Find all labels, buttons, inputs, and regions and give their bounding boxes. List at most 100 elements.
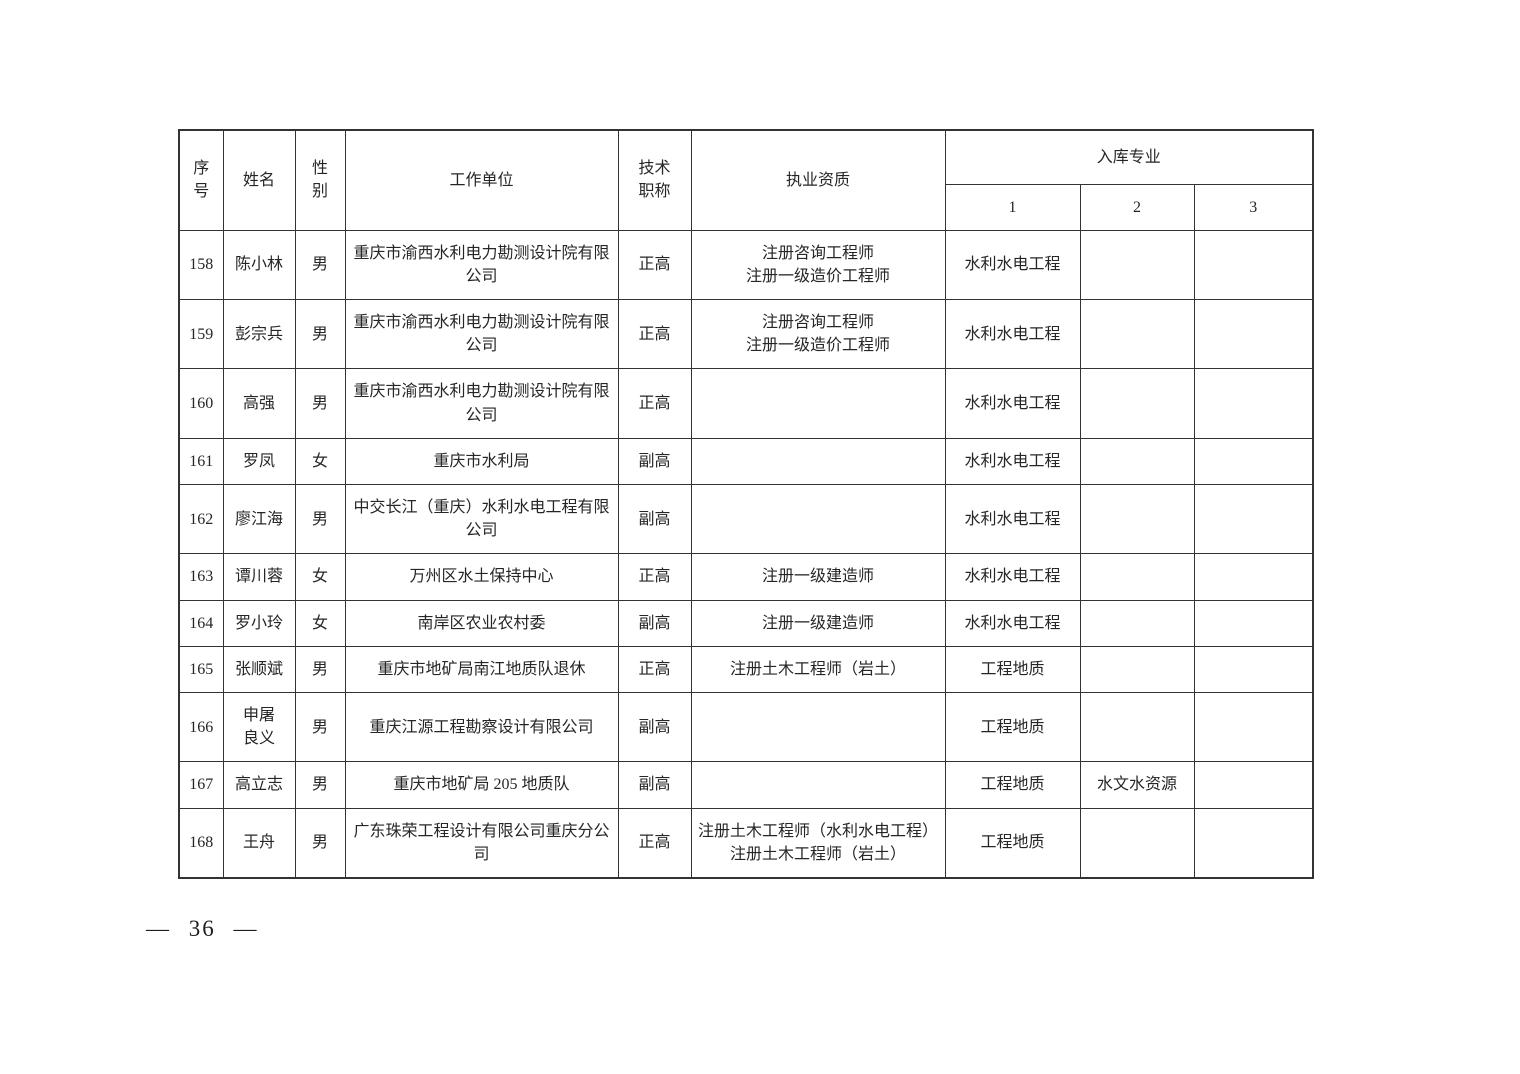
work-unit-cell: 重庆市水利局 (344, 437, 619, 486)
serial-cell: 168 (178, 807, 224, 879)
name-cell: 廖江海 (222, 483, 296, 555)
table-row: 164 罗小玲 女 南岸区农业农村委 副高 注册一级建造师 水利水电工程 (178, 599, 1314, 647)
serial-cell: 158 (178, 229, 224, 301)
specialty-3-cell (1193, 691, 1314, 763)
qualification-cell (690, 691, 946, 763)
specialty-1-cell: 水利水电工程 (944, 599, 1081, 647)
qualification-cell (690, 483, 946, 555)
title-cell: 正高 (617, 229, 692, 301)
expert-roster-table: 序 号 姓名 性 别 工作单位 技术 职称 执业资质 入库专业 1 2 3 15… (178, 129, 1315, 879)
title-cell: 副高 (617, 761, 692, 809)
gender-cell: 男 (294, 229, 346, 301)
qualification-cell: 注册土木工程师（水利水电工程） 注册土木工程师（岩土） (690, 807, 946, 879)
table-row: 168 王舟 男 广东珠荣工程设计有限公司重庆分公司 正高 注册土木工程师（水利… (178, 807, 1314, 879)
title-cell: 副高 (617, 599, 692, 647)
work-unit-cell: 重庆市渝西水利电力勘测设计院有限公司 (344, 229, 619, 301)
header-work-unit: 工作单位 (344, 129, 619, 231)
specialty-2-cell (1079, 229, 1195, 301)
specialty-2-cell: 水文水资源 (1079, 761, 1195, 809)
table-row: 163 谭川蓉 女 万州区水土保持中心 正高 注册一级建造师 水利水电工程 (178, 553, 1314, 601)
specialty-1-cell: 工程地质 (944, 691, 1081, 763)
title-cell: 正高 (617, 368, 692, 439)
specialty-1-cell: 水利水电工程 (944, 437, 1081, 486)
specialty-1-cell: 水利水电工程 (944, 483, 1081, 555)
title-cell: 正高 (617, 299, 692, 370)
work-unit-cell: 重庆江源工程勘察设计有限公司 (344, 691, 619, 763)
specialty-3-cell (1193, 437, 1314, 486)
gender-cell: 女 (294, 599, 346, 647)
serial-cell: 162 (178, 483, 224, 555)
work-unit-cell: 重庆市地矿局 205 地质队 (344, 761, 619, 809)
serial-cell: 159 (178, 299, 224, 370)
specialty-2-cell (1079, 599, 1195, 647)
table-row: 167 高立志 男 重庆市地矿局 205 地质队 副高 工程地质 水文水资源 (178, 761, 1314, 809)
table-row: 165 张顺斌 男 重庆市地矿局南江地质队退休 正高 注册土木工程师（岩土） 工… (178, 645, 1314, 693)
title-cell: 正高 (617, 645, 692, 693)
work-unit-cell: 南岸区农业农村委 (344, 599, 619, 647)
specialty-1-cell: 水利水电工程 (944, 229, 1081, 301)
specialty-2-cell (1079, 299, 1195, 370)
specialty-2-cell (1079, 483, 1195, 555)
specialty-2-cell (1079, 691, 1195, 763)
serial-cell: 166 (178, 691, 224, 763)
specialty-1-cell: 水利水电工程 (944, 368, 1081, 439)
header-serial: 序 号 (178, 129, 224, 231)
name-cell: 高立志 (222, 761, 296, 809)
work-unit-cell: 中交长江（重庆）水利水电工程有限公司 (344, 483, 619, 555)
title-cell: 副高 (617, 437, 692, 486)
specialty-1-cell: 水利水电工程 (944, 299, 1081, 370)
qualification-cell: 注册一级建造师 (690, 599, 946, 647)
header-name: 姓名 (222, 129, 296, 231)
qualification-cell: 注册咨询工程师 注册一级造价工程师 (690, 229, 946, 301)
gender-cell: 男 (294, 807, 346, 879)
work-unit-cell: 广东珠荣工程设计有限公司重庆分公司 (344, 807, 619, 879)
name-cell: 谭川蓉 (222, 553, 296, 601)
serial-cell: 165 (178, 645, 224, 693)
header-specialty-2: 2 (1079, 183, 1195, 231)
table-row: 159 彭宗兵 男 重庆市渝西水利电力勘测设计院有限公司 正高 注册咨询工程师 … (178, 299, 1314, 370)
name-cell: 高强 (222, 368, 296, 439)
table-row: 158 陈小林 男 重庆市渝西水利电力勘测设计院有限公司 正高 注册咨询工程师 … (178, 229, 1314, 301)
header-specialty-3: 3 (1193, 183, 1314, 231)
gender-cell: 男 (294, 691, 346, 763)
specialty-2-cell (1079, 645, 1195, 693)
work-unit-cell: 重庆市地矿局南江地质队退休 (344, 645, 619, 693)
specialty-3-cell (1193, 299, 1314, 370)
qualification-cell (690, 368, 946, 439)
name-cell: 彭宗兵 (222, 299, 296, 370)
specialty-2-cell (1079, 368, 1195, 439)
table-row: 162 廖江海 男 中交长江（重庆）水利水电工程有限公司 副高 水利水电工程 (178, 483, 1314, 555)
specialty-1-cell: 水利水电工程 (944, 553, 1081, 601)
qualification-cell (690, 761, 946, 809)
serial-cell: 164 (178, 599, 224, 647)
title-cell: 副高 (617, 691, 692, 763)
title-cell: 正高 (617, 807, 692, 879)
qualification-cell (690, 437, 946, 486)
gender-cell: 女 (294, 553, 346, 601)
name-cell: 王舟 (222, 807, 296, 879)
name-cell: 罗小玲 (222, 599, 296, 647)
specialty-3-cell (1193, 553, 1314, 601)
specialty-3-cell (1193, 368, 1314, 439)
specialty-2-cell (1079, 437, 1195, 486)
work-unit-cell: 万州区水土保持中心 (344, 553, 619, 601)
header-specialty-group: 入库专业 (944, 129, 1314, 185)
table-header: 序 号 姓名 性 别 工作单位 技术 职称 执业资质 入库专业 1 2 3 (178, 129, 1314, 231)
name-cell: 张顺斌 (222, 645, 296, 693)
name-cell: 陈小林 (222, 229, 296, 301)
qualification-cell: 注册一级建造师 (690, 553, 946, 601)
serial-cell: 163 (178, 553, 224, 601)
gender-cell: 男 (294, 368, 346, 439)
title-cell: 副高 (617, 483, 692, 555)
specialty-3-cell (1193, 645, 1314, 693)
specialty-3-cell (1193, 229, 1314, 301)
name-cell: 罗凤 (222, 437, 296, 486)
gender-cell: 男 (294, 483, 346, 555)
qualification-cell: 注册土木工程师（岩土） (690, 645, 946, 693)
gender-cell: 男 (294, 761, 346, 809)
serial-cell: 160 (178, 368, 224, 439)
name-cell: 申屠 良义 (222, 691, 296, 763)
header-gender: 性 别 (294, 129, 346, 231)
specialty-3-cell (1193, 483, 1314, 555)
